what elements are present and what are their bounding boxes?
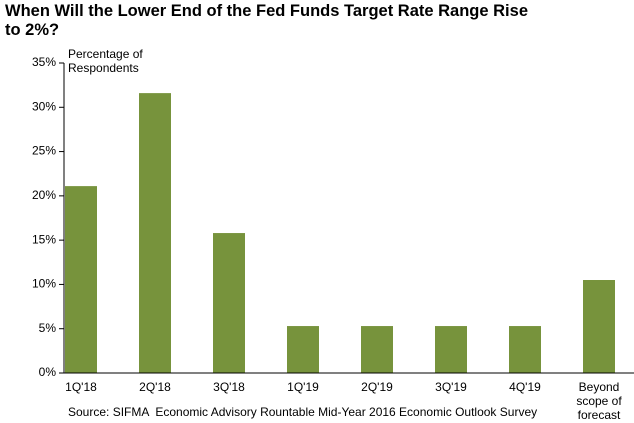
x-tick-label: 1Q'18 bbox=[65, 380, 97, 394]
x-tick-label: 4Q'19 bbox=[509, 380, 541, 394]
source-note: Source: SIFMA Economic Advisory Rountabl… bbox=[68, 405, 538, 419]
x-tick-label: Beyond scope of forecast bbox=[576, 380, 622, 422]
y-tick-label: 30% bbox=[32, 99, 56, 113]
bar bbox=[287, 326, 319, 373]
y-tick-label: 15% bbox=[32, 232, 56, 246]
y-tick-label: 25% bbox=[32, 144, 56, 158]
bar bbox=[361, 326, 393, 373]
bar bbox=[139, 93, 171, 373]
x-tick-label: 2Q'18 bbox=[139, 380, 171, 394]
y-tick-label: 5% bbox=[39, 321, 57, 335]
y-tick-label: 35% bbox=[32, 55, 56, 69]
bar bbox=[583, 280, 615, 373]
bar bbox=[213, 233, 245, 373]
y-axis-label: Percentage of Respondents bbox=[68, 47, 168, 75]
x-tick-label: 1Q'19 bbox=[287, 380, 319, 394]
x-tick-label: 3Q'18 bbox=[213, 380, 245, 394]
x-tick-label: 3Q'19 bbox=[435, 380, 467, 394]
bar bbox=[435, 326, 467, 373]
bar bbox=[65, 186, 97, 373]
bar bbox=[509, 326, 541, 373]
y-tick-label: 0% bbox=[39, 365, 57, 379]
y-tick-label: 20% bbox=[32, 188, 56, 202]
y-tick-label: 10% bbox=[32, 277, 56, 291]
x-tick-label: 2Q'19 bbox=[361, 380, 393, 394]
chart-title: When Will the Lower End of the Fed Funds… bbox=[5, 2, 528, 39]
